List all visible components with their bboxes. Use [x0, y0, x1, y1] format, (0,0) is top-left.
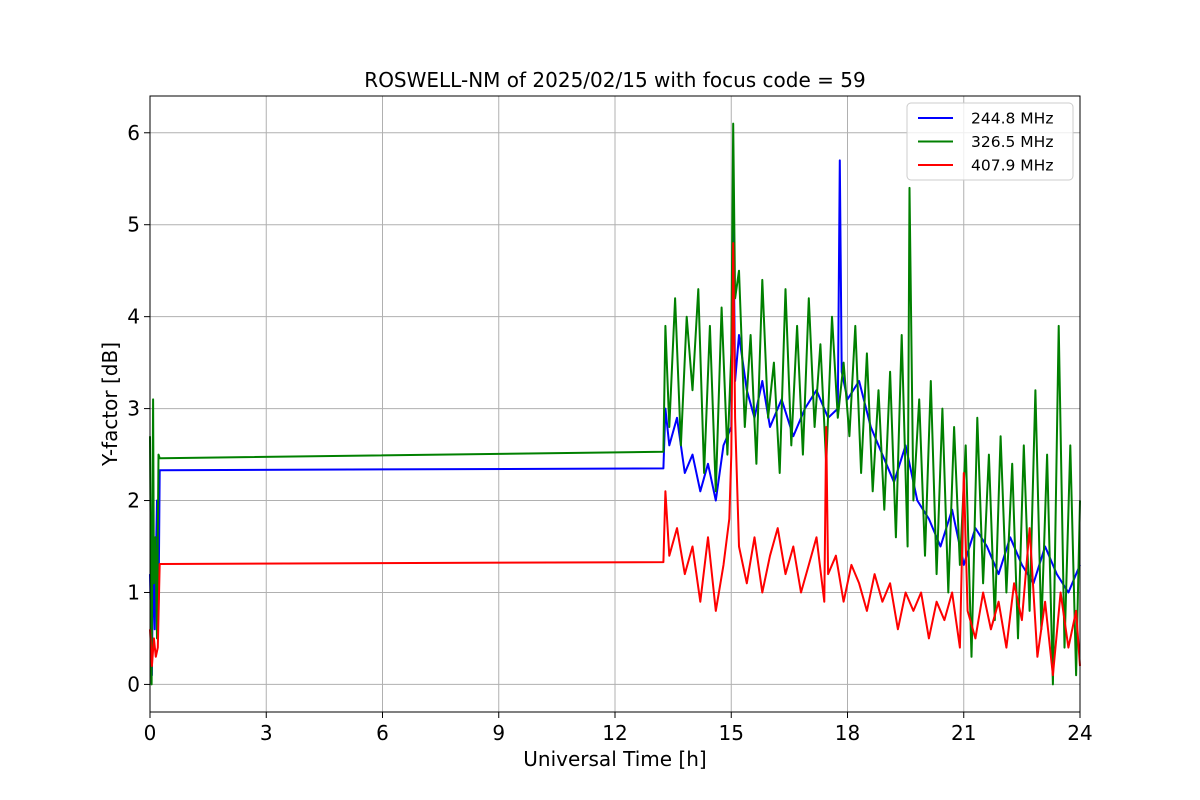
- legend-label-1: 244.8 MHz: [971, 110, 1053, 128]
- x-tick-label: 18: [835, 721, 860, 745]
- y-tick-label: 4: [127, 305, 140, 329]
- y-axis: 0 1 2 3 4 5 6: [127, 121, 150, 696]
- legend: 244.8 MHz 326.5 MHz 407.9 MHz: [906, 102, 1074, 181]
- series-line-3: [149, 242, 1081, 677]
- y-axis-label: Y-factor [dB]: [98, 342, 122, 467]
- x-tick-label: 24: [1067, 721, 1092, 745]
- legend-label-3: 407.9 MHz: [971, 157, 1053, 175]
- series-layer: [149, 122, 1081, 686]
- x-tick-label: 12: [602, 721, 627, 745]
- x-tick-label: 9: [492, 721, 505, 745]
- y-tick-label: 1: [127, 580, 140, 604]
- grid: [149, 96, 1081, 712]
- series-line-2: [149, 122, 1081, 686]
- x-tick-label: 3: [260, 721, 273, 745]
- x-tick-label: 21: [951, 721, 976, 745]
- x-tick-label: 0: [144, 721, 157, 745]
- legend-label-2: 326.5 MHz: [971, 133, 1053, 151]
- y-tick-label: 6: [127, 121, 140, 145]
- series-line-1: [149, 159, 1081, 677]
- y-tick-label: 3: [127, 397, 140, 421]
- x-tick-label: 6: [376, 721, 389, 745]
- y-tick-label: 2: [127, 489, 140, 513]
- legend-box: [906, 102, 1074, 181]
- y-tick-label: 5: [127, 213, 140, 237]
- x-axis: 0 3 6 9 12 15 18 21 24: [144, 712, 1093, 745]
- y-tick-label: 0: [127, 672, 140, 696]
- x-tick-label: 15: [719, 721, 744, 745]
- chart-title: ROSWELL-NM of 2025/02/15 with focus code…: [364, 68, 865, 92]
- x-axis-label: Universal Time [h]: [523, 747, 706, 771]
